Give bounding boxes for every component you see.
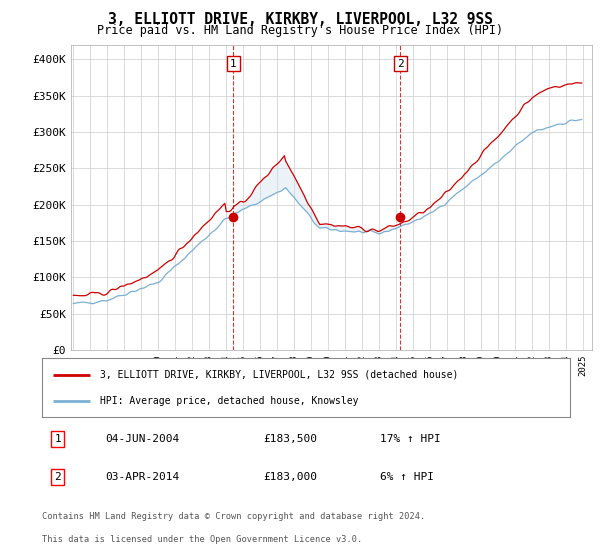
- Text: 3, ELLIOTT DRIVE, KIRKBY, LIVERPOOL, L32 9SS: 3, ELLIOTT DRIVE, KIRKBY, LIVERPOOL, L32…: [107, 12, 493, 27]
- Text: 17% ↑ HPI: 17% ↑ HPI: [380, 434, 440, 444]
- Text: Contains HM Land Registry data © Crown copyright and database right 2024.: Contains HM Land Registry data © Crown c…: [42, 511, 425, 521]
- Text: This data is licensed under the Open Government Licence v3.0.: This data is licensed under the Open Gov…: [42, 535, 362, 544]
- Text: Price paid vs. HM Land Registry's House Price Index (HPI): Price paid vs. HM Land Registry's House …: [97, 24, 503, 37]
- Text: 2: 2: [397, 59, 404, 68]
- Text: 3, ELLIOTT DRIVE, KIRKBY, LIVERPOOL, L32 9SS (detached house): 3, ELLIOTT DRIVE, KIRKBY, LIVERPOOL, L32…: [100, 370, 458, 380]
- Text: 1: 1: [55, 434, 61, 444]
- Text: 03-APR-2014: 03-APR-2014: [106, 472, 179, 482]
- Text: £183,000: £183,000: [264, 472, 318, 482]
- Text: 04-JUN-2004: 04-JUN-2004: [106, 434, 179, 444]
- Text: £183,500: £183,500: [264, 434, 318, 444]
- Text: 6% ↑ HPI: 6% ↑ HPI: [380, 472, 434, 482]
- Text: HPI: Average price, detached house, Knowsley: HPI: Average price, detached house, Know…: [100, 396, 359, 406]
- Text: 1: 1: [230, 59, 237, 68]
- Text: 2: 2: [55, 472, 61, 482]
